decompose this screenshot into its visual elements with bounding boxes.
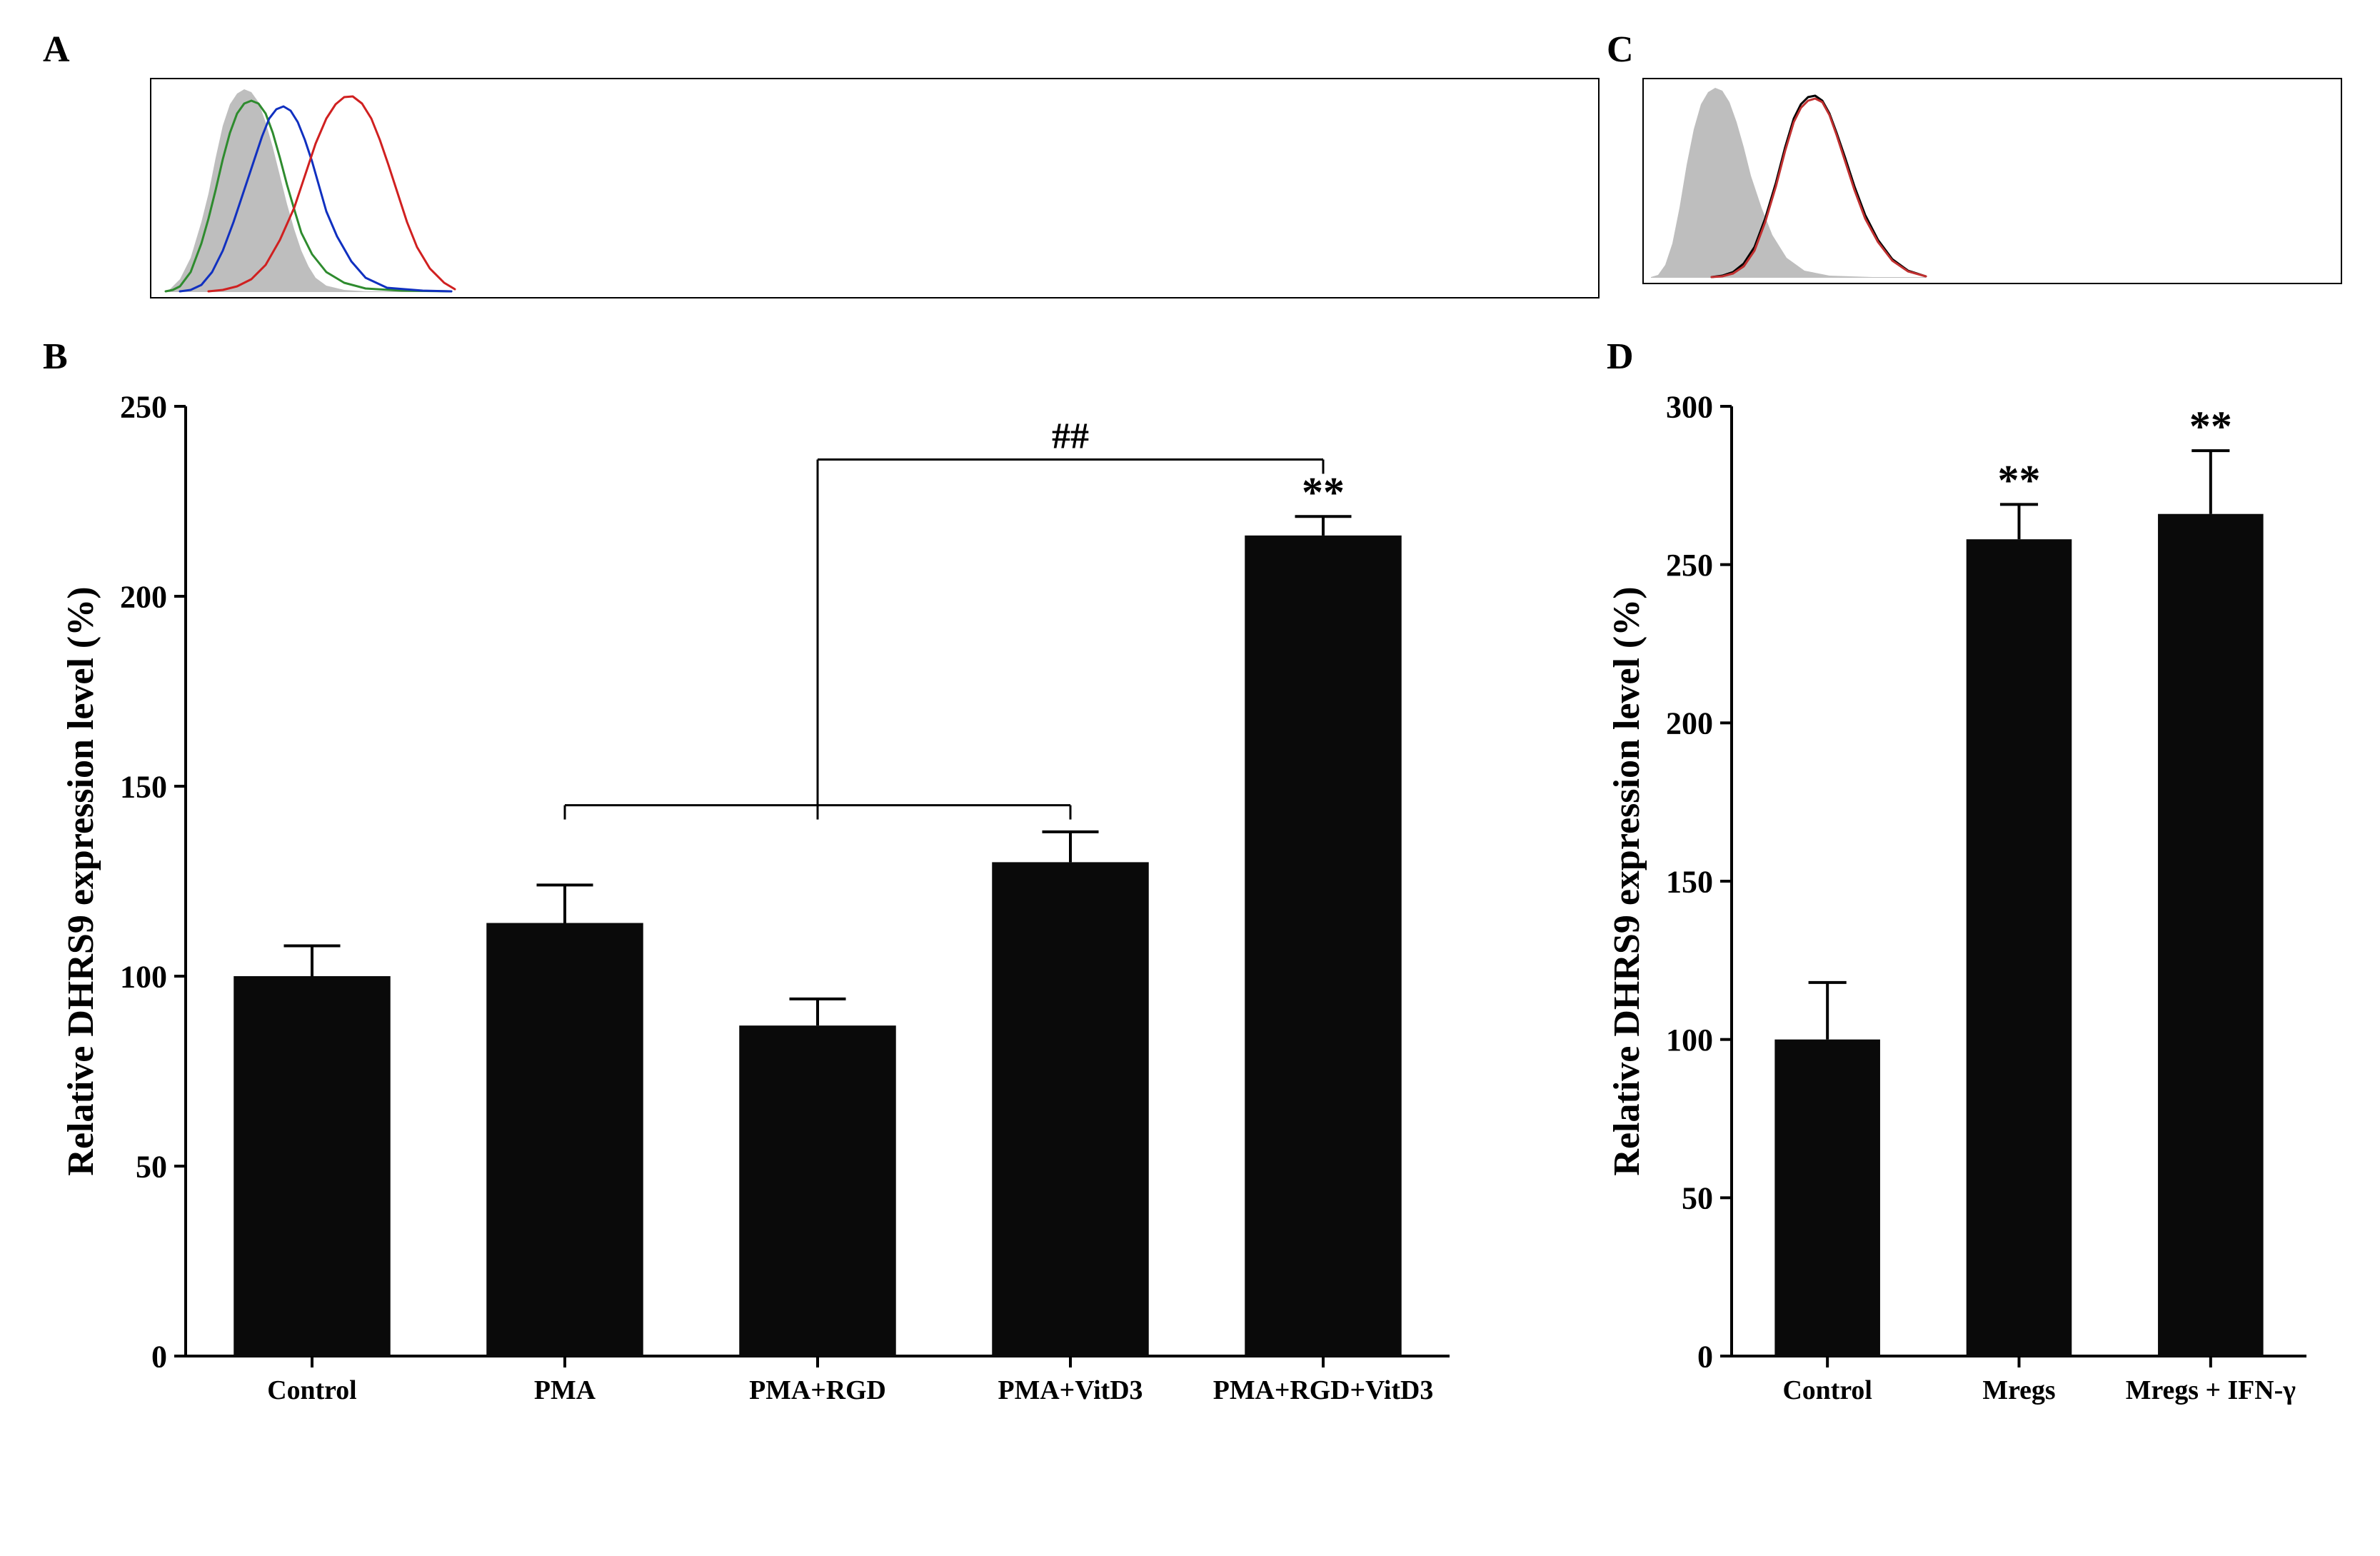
histogram-A-svg [151,79,458,293]
svg-text:150: 150 [120,769,167,804]
svg-text:PMA: PMA [534,1375,596,1405]
svg-text:200: 200 [1666,706,1713,741]
panel-label-D: D [1607,336,2342,378]
svg-text:Relative DHRS9 expression leve: Relative DHRS9 expression level (%) [1607,586,1647,1175]
svg-text:100: 100 [120,959,167,994]
svg-text:Mregs: Mregs [1982,1375,2055,1405]
panel-label-C: C [1607,29,2342,71]
panel-C: C [1607,29,2342,321]
svg-text:100: 100 [1666,1023,1713,1058]
svg-text:50: 50 [1682,1181,1713,1216]
svg-text:PMA+RGD: PMA+RGD [749,1375,886,1405]
svg-text:PMA+RGD+VitD3: PMA+RGD+VitD3 [1213,1375,1434,1405]
histogram-A [150,78,1600,298]
svg-text:300: 300 [1666,389,1713,424]
svg-text:**: ** [1998,456,2041,503]
svg-text:0: 0 [151,1339,167,1374]
svg-text:Control: Control [1782,1375,1872,1405]
panel-B: B 0 50 100 150 200 250 Relative DHRS9 expressi… [43,336,1600,1514]
histogram-C-svg [1644,79,1929,279]
svg-text:PMA+VitD3: PMA+VitD3 [998,1375,1143,1405]
svg-text:200: 200 [120,579,167,614]
svg-text:250: 250 [120,389,167,424]
svg-text:Control: Control [267,1375,356,1405]
histogram-C [1642,78,2342,284]
svg-text:150: 150 [1666,864,1713,899]
bar-chart-B: 0 50 100 150 200 250 Relative DHRS9 expression… [43,378,1471,1449]
panel-A: A [43,29,1600,321]
svg-text:Mregs + IFN-γ: Mregs + IFN-γ [2126,1375,2296,1405]
panel-D: D 0 50 100 150 200 250 300 Relative DHRS9 expre… [1607,336,2342,1514]
bar-chart-D: 0 50 100 150 200 250 300 Relative DHRS9 express… [1607,378,2321,1449]
svg-text:##: ## [1052,416,1089,456]
panel-label-A: A [43,29,1600,71]
svg-text:Relative DHRS9 expression leve: Relative DHRS9 expression level (%) [61,586,101,1175]
svg-text:0: 0 [1697,1339,1713,1374]
svg-text:**: ** [1302,468,1345,516]
svg-text:250: 250 [1666,548,1713,583]
svg-text:**: ** [2189,403,2232,450]
svg-text:50: 50 [136,1149,167,1184]
panel-label-B: B [43,336,1600,378]
